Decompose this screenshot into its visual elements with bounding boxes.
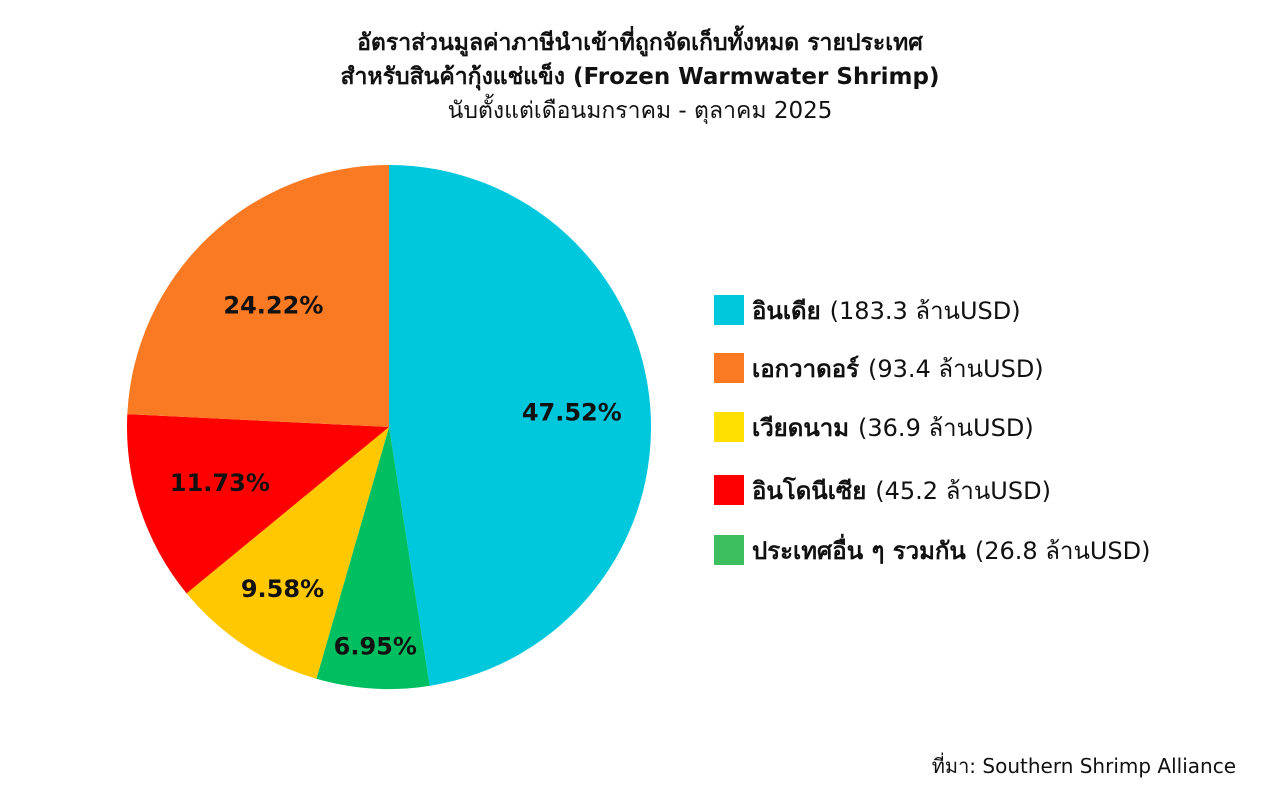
pie-slice-indonesia <box>126 414 389 594</box>
legend-item-vietnam: เวียดนาม (36.9 ล้านUSD) <box>714 407 1034 447</box>
legend-label-india: อินเดีย <box>752 296 821 325</box>
pie-label-indonesia: 11.73% <box>170 469 270 497</box>
pie-label-ecuador: 24.22% <box>223 292 323 320</box>
chart-title-block: อัตราส่วนมูลค่าภาษีนำเข้าที่ถูกจัดเก็บทั… <box>0 26 1280 128</box>
pie-label-vietnam: 9.58% <box>241 575 324 603</box>
legend-value-others: (26.8 ล้านUSD) <box>974 536 1151 565</box>
legend-value-ecuador: (93.4 ล้านUSD) <box>868 354 1044 383</box>
legend-item-ecuador: เอกวาดอร์ (93.4 ล้านUSD) <box>714 348 1044 388</box>
pie-slice-vietnam <box>186 427 389 679</box>
legend-label-ecuador: เอกวาดอร์ <box>752 354 859 383</box>
legend-swatch-vietnam <box>714 412 744 442</box>
legend-swatch-indonesia <box>714 475 744 505</box>
legend-label-others: ประเทศอื่น ๆ รวมกัน <box>752 536 966 565</box>
pie-slice-others <box>316 427 430 690</box>
legend-item-india: อินเดีย (183.3 ล้านUSD) <box>714 290 1021 330</box>
chart-title-line-2: สำหรับสินค้ากุ้งแช่แข็ง (Frozen Warmwate… <box>340 64 940 90</box>
legend-label-vietnam: เวียดนาม <box>752 413 850 442</box>
legend-value-indonesia: (45.2 ล้านUSD) <box>875 476 1051 505</box>
pie-label-india: 47.52% <box>522 399 622 427</box>
legend-value-india: (183.3 ล้านUSD) <box>829 296 1021 325</box>
legend-label-indonesia: อินโดนีเซีย <box>752 476 867 505</box>
chart-subtitle: นับตั้งแต่เดือนมกราคม - ตุลาคม 2025 <box>447 98 833 124</box>
legend-item-indonesia: อินโดนีเซีย (45.2 ล้านUSD) <box>714 470 1051 510</box>
source-note: ที่มา: Southern Shrimp Alliance <box>931 754 1236 778</box>
pie-label-others: 6.95% <box>334 633 417 661</box>
legend-swatch-ecuador <box>714 353 744 383</box>
legend-value-vietnam: (36.9 ล้านUSD) <box>858 413 1034 442</box>
legend-item-others: ประเทศอื่น ๆ รวมกัน (26.8 ล้านUSD) <box>714 530 1151 570</box>
pie-slice-ecuador <box>127 165 389 427</box>
chart-title-line-1: อัตราส่วนมูลค่าภาษีนำเข้าที่ถูกจัดเก็บทั… <box>357 30 923 56</box>
legend-swatch-india <box>714 295 744 325</box>
pie-slice-india <box>389 164 652 686</box>
legend-swatch-others <box>714 535 744 565</box>
